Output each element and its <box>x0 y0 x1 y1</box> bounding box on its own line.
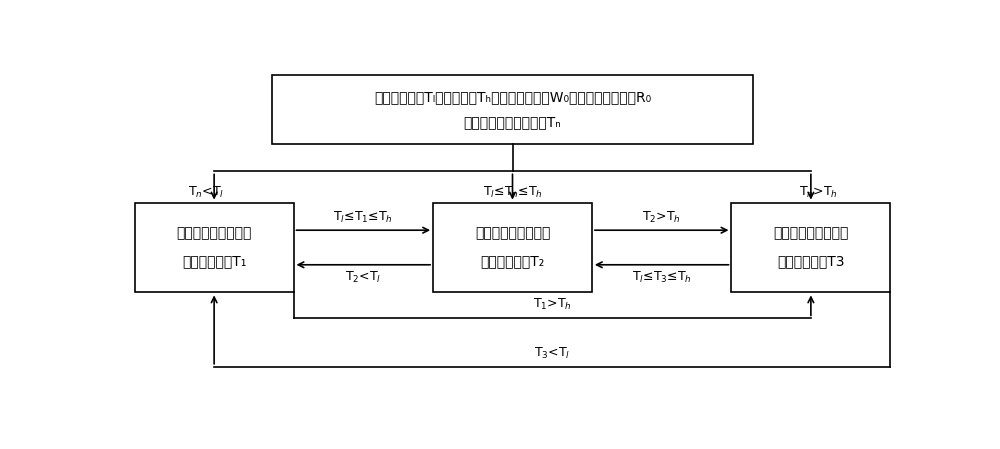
Text: 通过降温加热后加热: 通过降温加热后加热 <box>773 227 849 241</box>
Text: T$_3$<T$_l$: T$_3$<T$_l$ <box>534 345 570 361</box>
Text: T$_n$<T$_l$: T$_n$<T$_l$ <box>188 185 225 200</box>
Text: 通过升温加热后加热: 通过升温加热后加热 <box>176 227 252 241</box>
Text: T$_2$<T$_l$: T$_2$<T$_l$ <box>345 270 381 285</box>
Bar <box>272 75 753 144</box>
Text: T$_l$≤T$_1$≤T$_h$: T$_l$≤T$_1$≤T$_h$ <box>333 210 393 225</box>
Text: T$_l$≤T$_3$≤T$_h$: T$_l$≤T$_3$≤T$_h$ <box>632 270 692 285</box>
Text: 区域温度达到T₂: 区域温度达到T₂ <box>480 254 545 269</box>
Text: T$_n$>T$_h$: T$_n$>T$_h$ <box>799 185 838 200</box>
Text: T$_l$≤T$_n$≤T$_h$: T$_l$≤T$_n$≤T$_h$ <box>483 185 542 200</box>
Text: 区域温度达到T₁: 区域温度达到T₁ <box>182 254 246 269</box>
Text: T$_1$>T$_h$: T$_1$>T$_h$ <box>533 297 572 312</box>
Text: 设定低温阈値Tₗ和高温阈値Tₕ，设定预设功率W₀，设定预设加热比R₀: 设定低温阈値Tₗ和高温阈値Tₕ，设定预设功率W₀，设定预设加热比R₀ <box>374 90 651 104</box>
Bar <box>731 202 890 292</box>
Text: 区域温度达到T3: 区域温度达到T3 <box>777 254 845 269</box>
Bar <box>135 202 294 292</box>
Bar <box>433 202 592 292</box>
Text: 检测加热区域的温度値Tₙ: 检测加热区域的温度値Tₙ <box>464 115 561 129</box>
Text: T$_2$>T$_h$: T$_2$>T$_h$ <box>642 210 681 225</box>
Text: 通过恒温加热后加热: 通过恒温加热后加热 <box>475 227 550 241</box>
